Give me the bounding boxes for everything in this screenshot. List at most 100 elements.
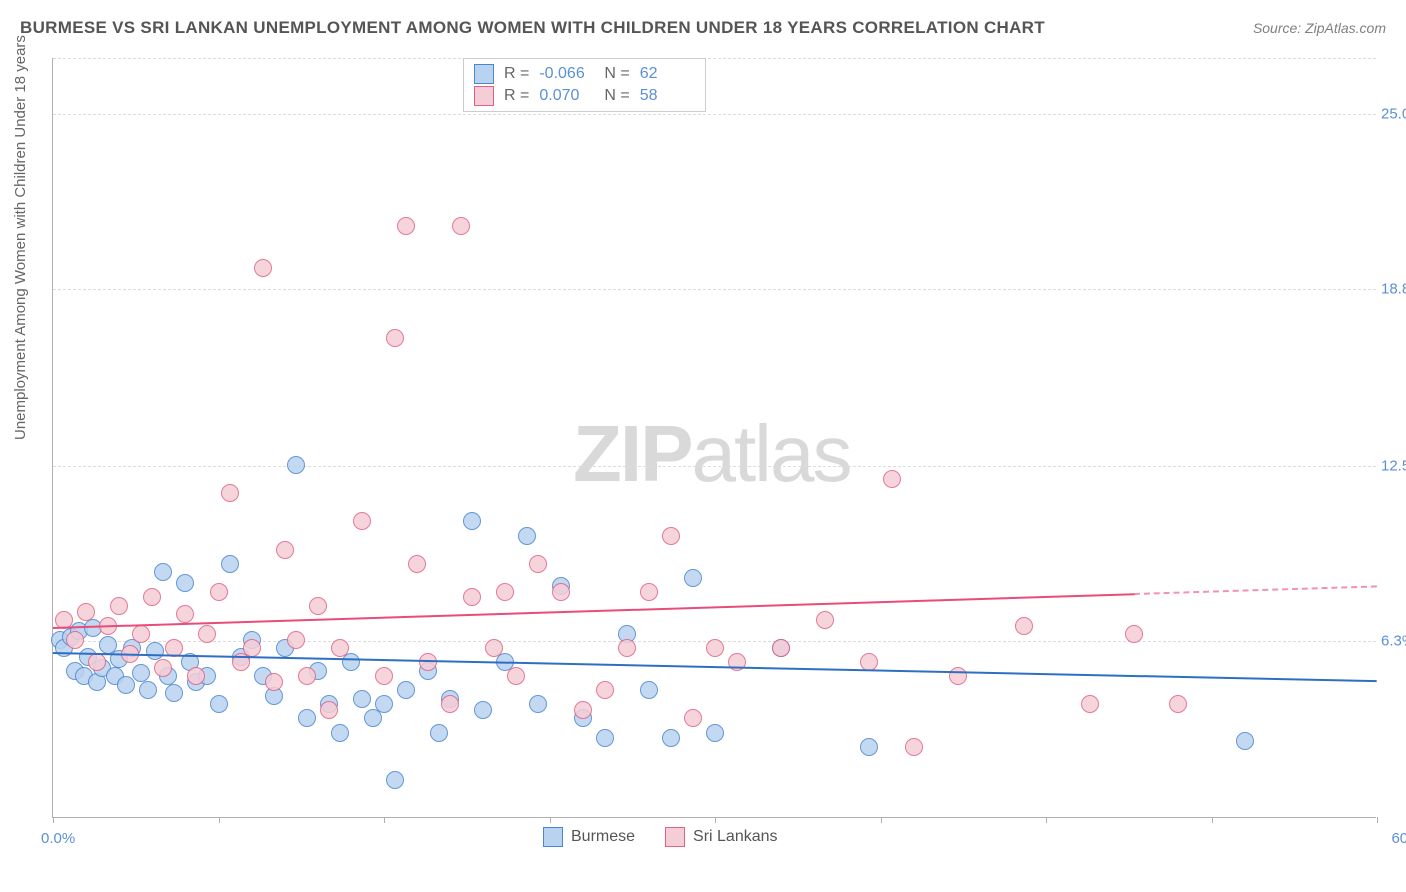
data-point: [320, 701, 338, 719]
data-point: [265, 673, 283, 691]
data-point: [684, 569, 702, 587]
y-tick-label: 18.8%: [1381, 280, 1406, 297]
data-point: [221, 555, 239, 573]
r-label: R =: [504, 87, 529, 105]
r-label: R =: [504, 65, 529, 83]
data-point: [88, 653, 106, 671]
data-point: [66, 631, 84, 649]
data-point: [276, 541, 294, 559]
data-point: [618, 639, 636, 657]
data-point: [529, 695, 547, 713]
y-tick-label: 25.0%: [1381, 106, 1406, 123]
x-tick: [1212, 817, 1213, 823]
data-point: [816, 611, 834, 629]
source-label: Source: ZipAtlas.com: [1253, 20, 1386, 36]
data-point: [463, 512, 481, 530]
data-point: [176, 605, 194, 623]
data-point: [154, 659, 172, 677]
data-point: [353, 690, 371, 708]
data-point: [353, 512, 371, 530]
gridline: [53, 58, 1376, 59]
data-point: [331, 724, 349, 742]
data-point: [386, 771, 404, 789]
data-point: [210, 583, 228, 601]
legend-item: Burmese: [543, 827, 635, 847]
n-value: 58: [640, 87, 695, 105]
x-min-label: 0.0%: [41, 830, 75, 847]
data-point: [77, 603, 95, 621]
plot-area: ZIPatlas 6.3%12.5%18.8%25.0% R =-0.066N …: [52, 58, 1376, 818]
data-point: [529, 555, 547, 573]
data-point: [1081, 695, 1099, 713]
data-point: [243, 639, 261, 657]
data-point: [640, 583, 658, 601]
n-label: N =: [604, 65, 629, 83]
x-tick: [881, 817, 882, 823]
data-point: [485, 639, 503, 657]
x-tick: [219, 817, 220, 823]
data-point: [309, 597, 327, 615]
data-point: [684, 709, 702, 727]
data-point: [640, 681, 658, 699]
data-point: [132, 625, 150, 643]
data-point: [397, 681, 415, 699]
legend-swatch: [474, 64, 494, 84]
data-point: [287, 456, 305, 474]
data-point: [132, 664, 150, 682]
data-point: [298, 667, 316, 685]
data-point: [706, 639, 724, 657]
series-legend: Burmese Sri Lankans: [543, 827, 778, 847]
data-point: [154, 563, 172, 581]
data-point: [287, 631, 305, 649]
n-value: 62: [640, 65, 695, 83]
x-tick: [384, 817, 385, 823]
x-max-label: 60.0%: [1391, 830, 1406, 847]
x-tick: [550, 817, 551, 823]
data-point: [883, 470, 901, 488]
y-tick-label: 6.3%: [1381, 632, 1406, 649]
data-point: [596, 681, 614, 699]
data-point: [1015, 617, 1033, 635]
legend-item: Sri Lankans: [665, 827, 778, 847]
data-point: [662, 527, 680, 545]
legend-label: Sri Lankans: [693, 828, 778, 846]
data-point: [1169, 695, 1187, 713]
data-point: [331, 639, 349, 657]
data-point: [496, 583, 514, 601]
gridline: [53, 466, 1376, 467]
data-point: [518, 527, 536, 545]
watermark-rest: atlas: [691, 409, 850, 498]
data-point: [452, 217, 470, 235]
y-axis-label: Unemployment Among Women with Children U…: [12, 35, 29, 440]
data-point: [143, 588, 161, 606]
trend-line-ext: [1134, 585, 1377, 595]
data-point: [386, 329, 404, 347]
data-point: [419, 653, 437, 671]
data-point: [375, 695, 393, 713]
x-tick: [1377, 817, 1378, 823]
data-point: [474, 701, 492, 719]
data-point: [375, 667, 393, 685]
data-point: [507, 667, 525, 685]
data-point: [949, 667, 967, 685]
data-point: [139, 681, 157, 699]
r-value: -0.066: [539, 65, 594, 83]
x-tick: [1046, 817, 1047, 823]
data-point: [1125, 625, 1143, 643]
gridline: [53, 289, 1376, 290]
legend-swatch: [665, 827, 685, 847]
stats-row: R =0.070N =58: [474, 85, 695, 107]
stats-legend: R =-0.066N =62R =0.070N =58: [463, 58, 706, 112]
data-point: [397, 217, 415, 235]
data-point: [187, 667, 205, 685]
x-tick: [53, 817, 54, 823]
data-point: [463, 588, 481, 606]
r-value: 0.070: [539, 87, 594, 105]
stats-row: R = -0.066 N = 62: [474, 63, 695, 85]
data-point: [860, 738, 878, 756]
data-point: [905, 738, 923, 756]
legend-label: Burmese: [571, 828, 635, 846]
watermark-bold: ZIP: [573, 409, 691, 498]
x-tick: [715, 817, 716, 823]
data-point: [430, 724, 448, 742]
